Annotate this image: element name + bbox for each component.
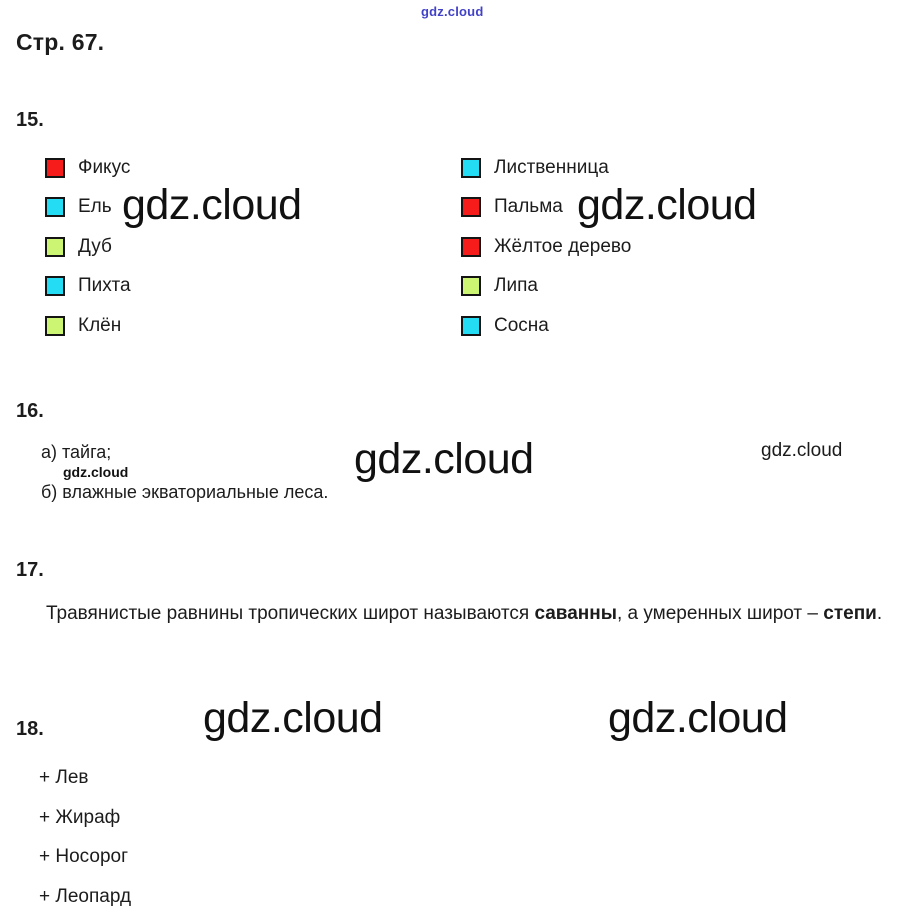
checkbox-label: Ель — [78, 196, 112, 218]
checkbox-swatch-red[interactable] — [45, 158, 65, 178]
checkbox-list-left: Фикус Ель Дуб Пихта Клён — [45, 148, 131, 346]
watermark: gdz.cloud — [608, 697, 788, 740]
checkbox-swatch-green[interactable] — [45, 237, 65, 257]
checkbox-row[interactable]: Жёлтое дерево — [461, 227, 631, 267]
checkbox-label: Клён — [78, 315, 121, 337]
watermark: gdz.cloud — [354, 438, 534, 481]
watermark: gdz.cloud — [63, 465, 128, 479]
checkbox-label: Сосна — [494, 315, 549, 337]
checkbox-row[interactable]: Клён — [45, 306, 131, 346]
checkbox-row[interactable]: Фикус — [45, 148, 131, 188]
checkbox-swatch-cyan[interactable] — [461, 316, 481, 336]
task17-part2: , а умеренных широт – — [617, 603, 823, 624]
task17-part3: . — [877, 603, 882, 624]
watermark: gdz.cloud — [122, 184, 302, 227]
checkbox-swatch-green[interactable] — [461, 276, 481, 296]
checkbox-swatch-cyan[interactable] — [45, 276, 65, 296]
task-number-16: 16. — [16, 400, 44, 423]
checkbox-swatch-red[interactable] — [461, 197, 481, 217]
task-number-17: 17. — [16, 559, 44, 582]
checkbox-label: Лиственница — [494, 157, 609, 179]
task18-list: + Лев+ Жираф+ Носорог+ Леопард — [39, 758, 131, 916]
task16-answer-a: а) тайга; — [41, 442, 111, 463]
checkbox-row[interactable]: Лиственница — [461, 148, 631, 188]
watermark: gdz.cloud — [421, 5, 483, 18]
checkbox-label: Фикус — [78, 157, 130, 179]
checkbox-label: Пихта — [78, 275, 131, 297]
checkbox-row[interactable]: Сосна — [461, 306, 631, 346]
checkbox-label: Липа — [494, 275, 538, 297]
checkbox-row[interactable]: Липа — [461, 267, 631, 307]
list-item: + Жираф — [39, 798, 131, 838]
task17-sentence: Травянистые равнины тропических широт на… — [16, 595, 900, 632]
task17-part1: Травянистые равнины тропических широт на… — [46, 603, 534, 624]
checkbox-row[interactable]: Пальма — [461, 188, 631, 228]
task16-answer-b: б) влажные экваториальные леса. — [41, 482, 328, 503]
task17-answer2: степи — [823, 603, 877, 624]
list-item: + Лев — [39, 758, 131, 798]
task-number-18: 18. — [16, 718, 44, 741]
checkbox-swatch-cyan[interactable] — [45, 197, 65, 217]
page-title: Стр. 67. — [16, 29, 104, 56]
checkbox-row[interactable]: Ель — [45, 188, 131, 228]
watermark: gdz.cloud — [761, 441, 842, 460]
list-item: + Носорог — [39, 837, 131, 877]
checkbox-swatch-green[interactable] — [45, 316, 65, 336]
checkbox-swatch-red[interactable] — [461, 237, 481, 257]
checkbox-swatch-cyan[interactable] — [461, 158, 481, 178]
list-item: + Леопард — [39, 877, 131, 916]
checkbox-label: Пальма — [494, 196, 563, 218]
checkbox-list-right: Лиственница Пальма Жёлтое дерево Липа Сосна — [461, 148, 631, 346]
task-number-15: 15. — [16, 109, 44, 132]
task17-answer1: саванны — [534, 603, 617, 624]
watermark: gdz.cloud — [203, 697, 383, 740]
checkbox-label: Жёлтое дерево — [494, 236, 631, 258]
checkbox-row[interactable]: Дуб — [45, 227, 131, 267]
checkbox-label: Дуб — [78, 236, 112, 258]
checkbox-row[interactable]: Пихта — [45, 267, 131, 307]
